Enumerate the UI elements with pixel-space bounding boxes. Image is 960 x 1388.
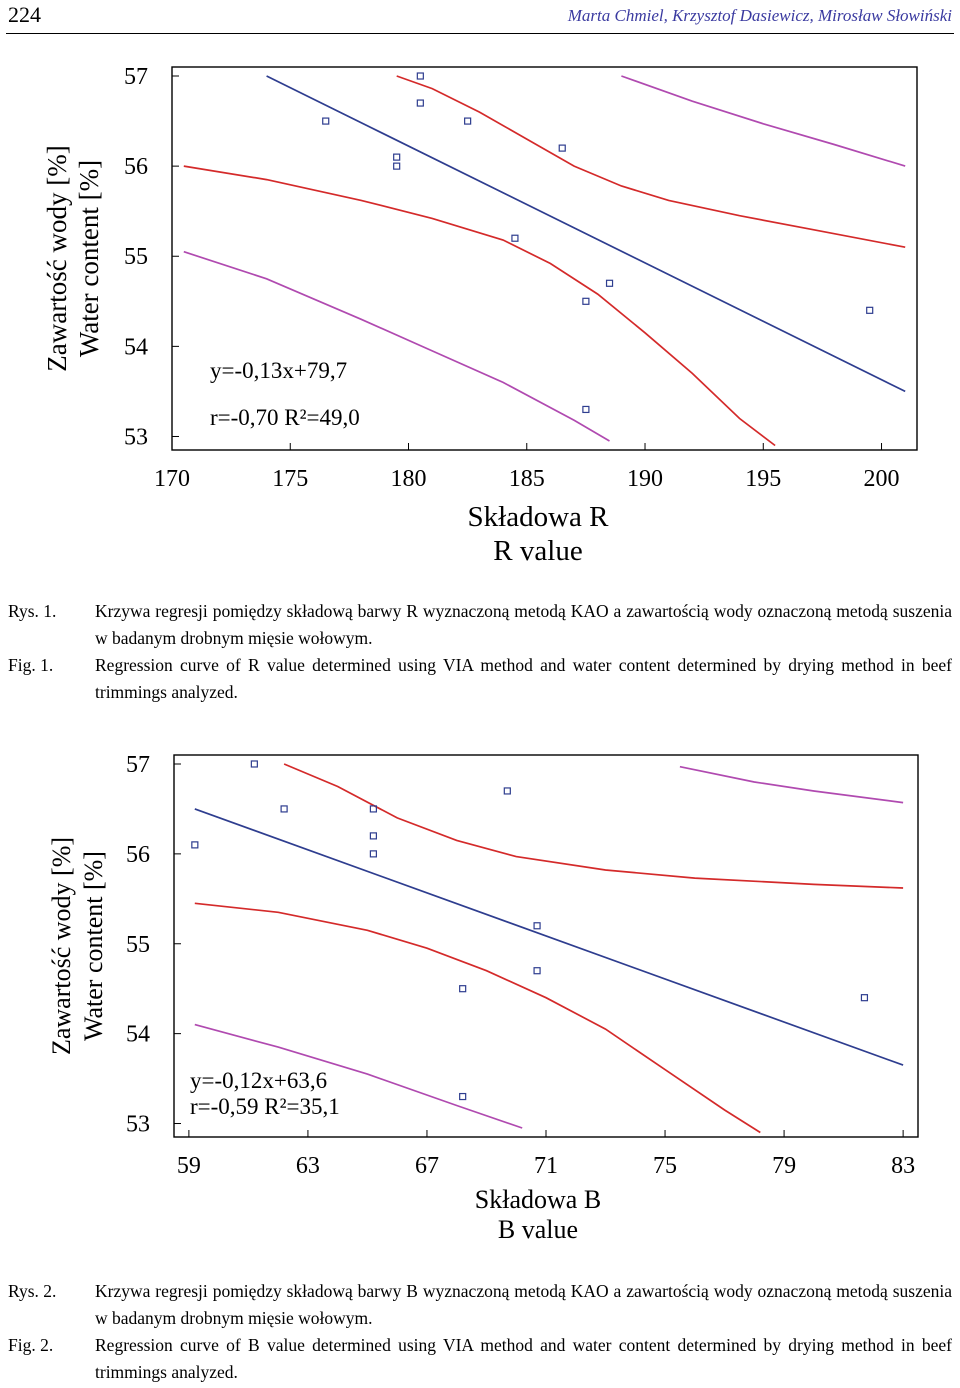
plot-frame bbox=[171, 66, 918, 451]
series-prediction-upper-line bbox=[621, 75, 906, 167]
x-tick-label: 170 bbox=[154, 466, 190, 492]
series-confidence-upper-line bbox=[396, 75, 906, 249]
data-point bbox=[416, 99, 424, 107]
y-tick-label: 54 bbox=[124, 334, 148, 360]
figure-2-svg: 59 63 67 71 75 79 83 53 54 55 56 57 Składowa BB valu… bbox=[47, 752, 919, 1244]
data-point bbox=[503, 787, 511, 795]
caption-1-fig-label: Fig. 1. bbox=[8, 655, 54, 675]
regression-annotation: y=-0,12x+63,6 bbox=[190, 1068, 327, 1093]
y-axis-title: Water content [%] bbox=[79, 851, 108, 1041]
y-tick-label: 54 bbox=[126, 1022, 150, 1048]
series-prediction-lower-line bbox=[183, 250, 610, 442]
y-axis-title: Water content [%] bbox=[74, 160, 104, 357]
y-tick-label: 56 bbox=[124, 154, 148, 180]
x-tick-label: 180 bbox=[391, 466, 427, 492]
data-point bbox=[369, 832, 377, 840]
y-tick-label: 55 bbox=[124, 244, 148, 270]
figure-1-chart: 170 175 180 185 190 195 200 53 54 55 56 57 Składowa … bbox=[0, 50, 960, 580]
caption-2-polish: Rys. 2. Krzywa regresji pomiędzy składow… bbox=[0, 1278, 960, 1332]
data-point bbox=[191, 841, 199, 849]
data-point bbox=[393, 153, 401, 161]
data-point bbox=[322, 117, 330, 125]
x-tick-label: 59 bbox=[177, 1153, 201, 1179]
data-point bbox=[250, 760, 258, 768]
y-tick-label: 53 bbox=[126, 1112, 150, 1138]
page-header: 224 Marta Chmiel, Krzysztof Dasiewicz, M… bbox=[0, 0, 960, 34]
caption-2-fig-label: Fig. 2. bbox=[8, 1335, 54, 1355]
caption-2-fig-text: Regression curve of B value determined u… bbox=[95, 1335, 952, 1382]
data-point bbox=[605, 279, 614, 287]
x-tick-label: 190 bbox=[627, 466, 663, 492]
data-point bbox=[459, 1092, 467, 1101]
data-point bbox=[280, 805, 288, 813]
page-number: 224 bbox=[8, 2, 41, 27]
data-point bbox=[558, 144, 566, 152]
regression-annotation: r=-0,70 R²=49,0 bbox=[210, 405, 360, 430]
data-point bbox=[464, 117, 472, 125]
figure-1-caption: Rys. 1. Krzywa regresji pomiędzy składow… bbox=[0, 598, 960, 706]
series-prediction-upper-line bbox=[679, 765, 904, 804]
y-tick-label: 56 bbox=[126, 842, 150, 868]
x-axis-title: B value bbox=[498, 1215, 578, 1244]
data-point bbox=[459, 985, 467, 993]
data-point bbox=[533, 922, 541, 930]
caption-1-fig-text: Regression curve of R value determined u… bbox=[95, 655, 952, 702]
y-tick-label: 57 bbox=[124, 64, 148, 90]
series-confidence-lower-line bbox=[194, 902, 761, 1134]
x-axis-title: Składowa R bbox=[468, 501, 610, 533]
y-tick-label: 57 bbox=[126, 752, 150, 778]
caption-1-rys-text: Krzywa regresji pomiędzy składową barwy … bbox=[95, 601, 952, 648]
series-fit-line bbox=[194, 808, 904, 1066]
x-tick-label: 71 bbox=[534, 1153, 558, 1179]
caption-2-rys-label: Rys. 2. bbox=[8, 1281, 57, 1301]
caption-1-rys-label: Rys. 1. bbox=[8, 601, 57, 621]
data-point bbox=[369, 805, 377, 813]
caption-1-english: Fig. 1. Regression curve of R value dete… bbox=[0, 652, 960, 706]
data-point bbox=[582, 405, 590, 414]
regression-annotation: r=-0,59 R²=35,1 bbox=[190, 1094, 340, 1119]
x-tick-label: 175 bbox=[272, 466, 308, 492]
x-tick-label: 83 bbox=[891, 1153, 915, 1179]
caption-2-english: Fig. 2. Regression curve of B value dete… bbox=[0, 1332, 960, 1386]
y-tick-label: 55 bbox=[126, 932, 150, 958]
data-point bbox=[866, 306, 874, 314]
x-tick-label: 67 bbox=[415, 1153, 439, 1179]
figure-2-caption: Rys. 2. Krzywa regresji pomiędzy składow… bbox=[0, 1278, 960, 1386]
series-confidence-upper-line bbox=[283, 763, 904, 889]
x-axis-title: Składowa B bbox=[475, 1185, 601, 1214]
series-prediction-lower-line bbox=[194, 1023, 523, 1129]
series-confidence-lower-line bbox=[183, 165, 776, 447]
x-tick-label: 185 bbox=[509, 466, 545, 492]
running-authors: Marta Chmiel, Krzysztof Dasiewicz, Miros… bbox=[567, 6, 952, 25]
x-tick-label: 75 bbox=[653, 1153, 677, 1179]
data-point bbox=[416, 72, 424, 80]
x-tick-label: 200 bbox=[864, 466, 900, 492]
series-fit-line bbox=[266, 75, 906, 393]
data-point bbox=[393, 162, 401, 170]
y-tick-label: 53 bbox=[124, 424, 148, 450]
data-point bbox=[860, 994, 869, 1002]
caption-2-rys-text: Krzywa regresji pomiędzy składową barwy … bbox=[95, 1281, 952, 1328]
data-point bbox=[582, 297, 590, 305]
x-tick-label: 79 bbox=[772, 1153, 796, 1179]
x-tick-label: 63 bbox=[296, 1153, 320, 1179]
data-point bbox=[369, 850, 377, 858]
x-tick-label: 195 bbox=[745, 466, 781, 492]
caption-1-polish: Rys. 1. Krzywa regresji pomiędzy składow… bbox=[0, 598, 960, 652]
data-point bbox=[533, 967, 541, 975]
x-axis-title: R value bbox=[493, 535, 582, 567]
data-point bbox=[511, 234, 519, 242]
y-axis-title: Zawartość wody [%] bbox=[42, 145, 72, 371]
regression-annotation: y=-0,13x+79,7 bbox=[210, 358, 347, 383]
y-axis-title: Zawartość wody [%] bbox=[47, 837, 76, 1055]
header-rule bbox=[6, 33, 954, 34]
figure-1-svg: 170 175 180 185 190 195 200 53 54 55 56 57 Składowa … bbox=[42, 64, 918, 567]
